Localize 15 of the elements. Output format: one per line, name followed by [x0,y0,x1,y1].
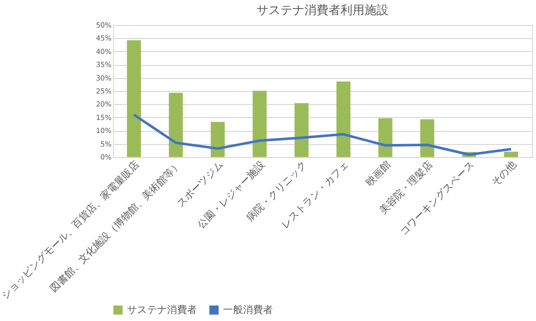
legend-label: サステナ消費者 [127,304,197,316]
bar [420,119,434,157]
x-tick-label: その他 [489,158,519,188]
bar [378,118,392,157]
bar [252,90,267,157]
bar [504,152,518,157]
bar [210,122,225,157]
bar [168,92,183,157]
legend-label: 一般消費者 [223,304,273,316]
x-tick-label: 映画館 [363,158,394,188]
bar [126,40,141,157]
bar [336,81,350,157]
bar [294,103,309,157]
chart-title: サステナ消費者利用施設 [256,3,388,17]
line-series [132,114,512,156]
